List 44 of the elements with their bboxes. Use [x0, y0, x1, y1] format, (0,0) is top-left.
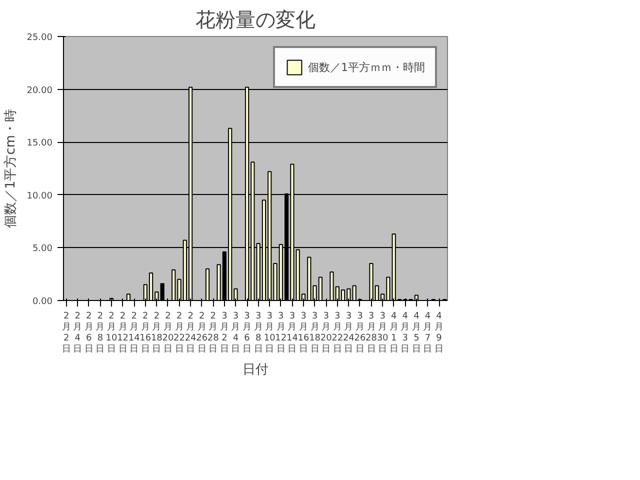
x-tick-label: 2月12日: [117, 312, 129, 354]
x-tick-label: 2月24日: [184, 312, 197, 354]
x-axis-title: 日付: [242, 362, 268, 378]
x-tick-label: 3月4日: [231, 312, 240, 354]
x-tick-label: 4月9日: [434, 312, 444, 354]
x-tick-label: 4月5日: [412, 312, 421, 354]
x-tick-label: 3月16日: [298, 312, 310, 354]
x-tick-label: 2月4日: [73, 312, 82, 354]
x-tick-label: 2月2日: [62, 312, 71, 354]
x-tick-label: 3月20日: [320, 312, 332, 354]
x-tick-label: 2月10日: [106, 312, 118, 354]
x-tick-label: 3月10日: [264, 312, 276, 354]
y-tick-label: 25.00: [26, 33, 53, 43]
y-tick-label: 0.00: [32, 297, 53, 307]
chart-title: 花粉量の変化: [196, 8, 316, 32]
y-axis-title: 個数／1平方cm・時: [2, 108, 19, 228]
x-tick-label: 3月2日: [220, 312, 229, 354]
x-tick-label: 3月6日: [242, 312, 252, 354]
y-tick-label: 20.00: [26, 86, 53, 96]
x-tick-label: 2月6日: [84, 312, 94, 354]
x-tick-label: 2月14日: [128, 312, 140, 354]
x-tick-label: 3月30日: [376, 312, 389, 354]
y-tick-label: 15.00: [26, 138, 53, 149]
x-tick-label: 3月24日: [342, 312, 355, 354]
x-tick-label: 4月3日: [400, 312, 410, 354]
x-tick-label: 4月7日: [423, 312, 432, 354]
y-tick-label: 5.00: [32, 244, 53, 254]
x-tick-label: 2月8日: [96, 312, 105, 354]
x-tick-label: 2月22日: [174, 312, 185, 354]
x-tick-label: 4月1日: [389, 312, 398, 354]
x-tick-label: 3月18日: [309, 312, 321, 354]
x-tick-label: 3月22日: [332, 312, 344, 354]
x-tick-label: 3月8日: [254, 312, 263, 354]
x-tick-label: 3月14日: [286, 312, 298, 354]
x-tick-label: 2月20日: [162, 312, 174, 354]
x-tick-label: 3月26日: [354, 312, 366, 354]
legend-label: 個数／1平方ｍｍ・時間: [308, 60, 425, 74]
x-tick-label: 3月12日: [275, 312, 287, 354]
x-tick-label: 2月28日: [207, 312, 220, 354]
x-tick-label: 2月26日: [196, 312, 208, 354]
x-tick-label: 2月18日: [150, 312, 163, 354]
x-tick-label: 2月16日: [140, 312, 152, 354]
y-tick-label: 10.00: [26, 191, 53, 202]
x-tick-label: 3月28日: [366, 312, 378, 354]
